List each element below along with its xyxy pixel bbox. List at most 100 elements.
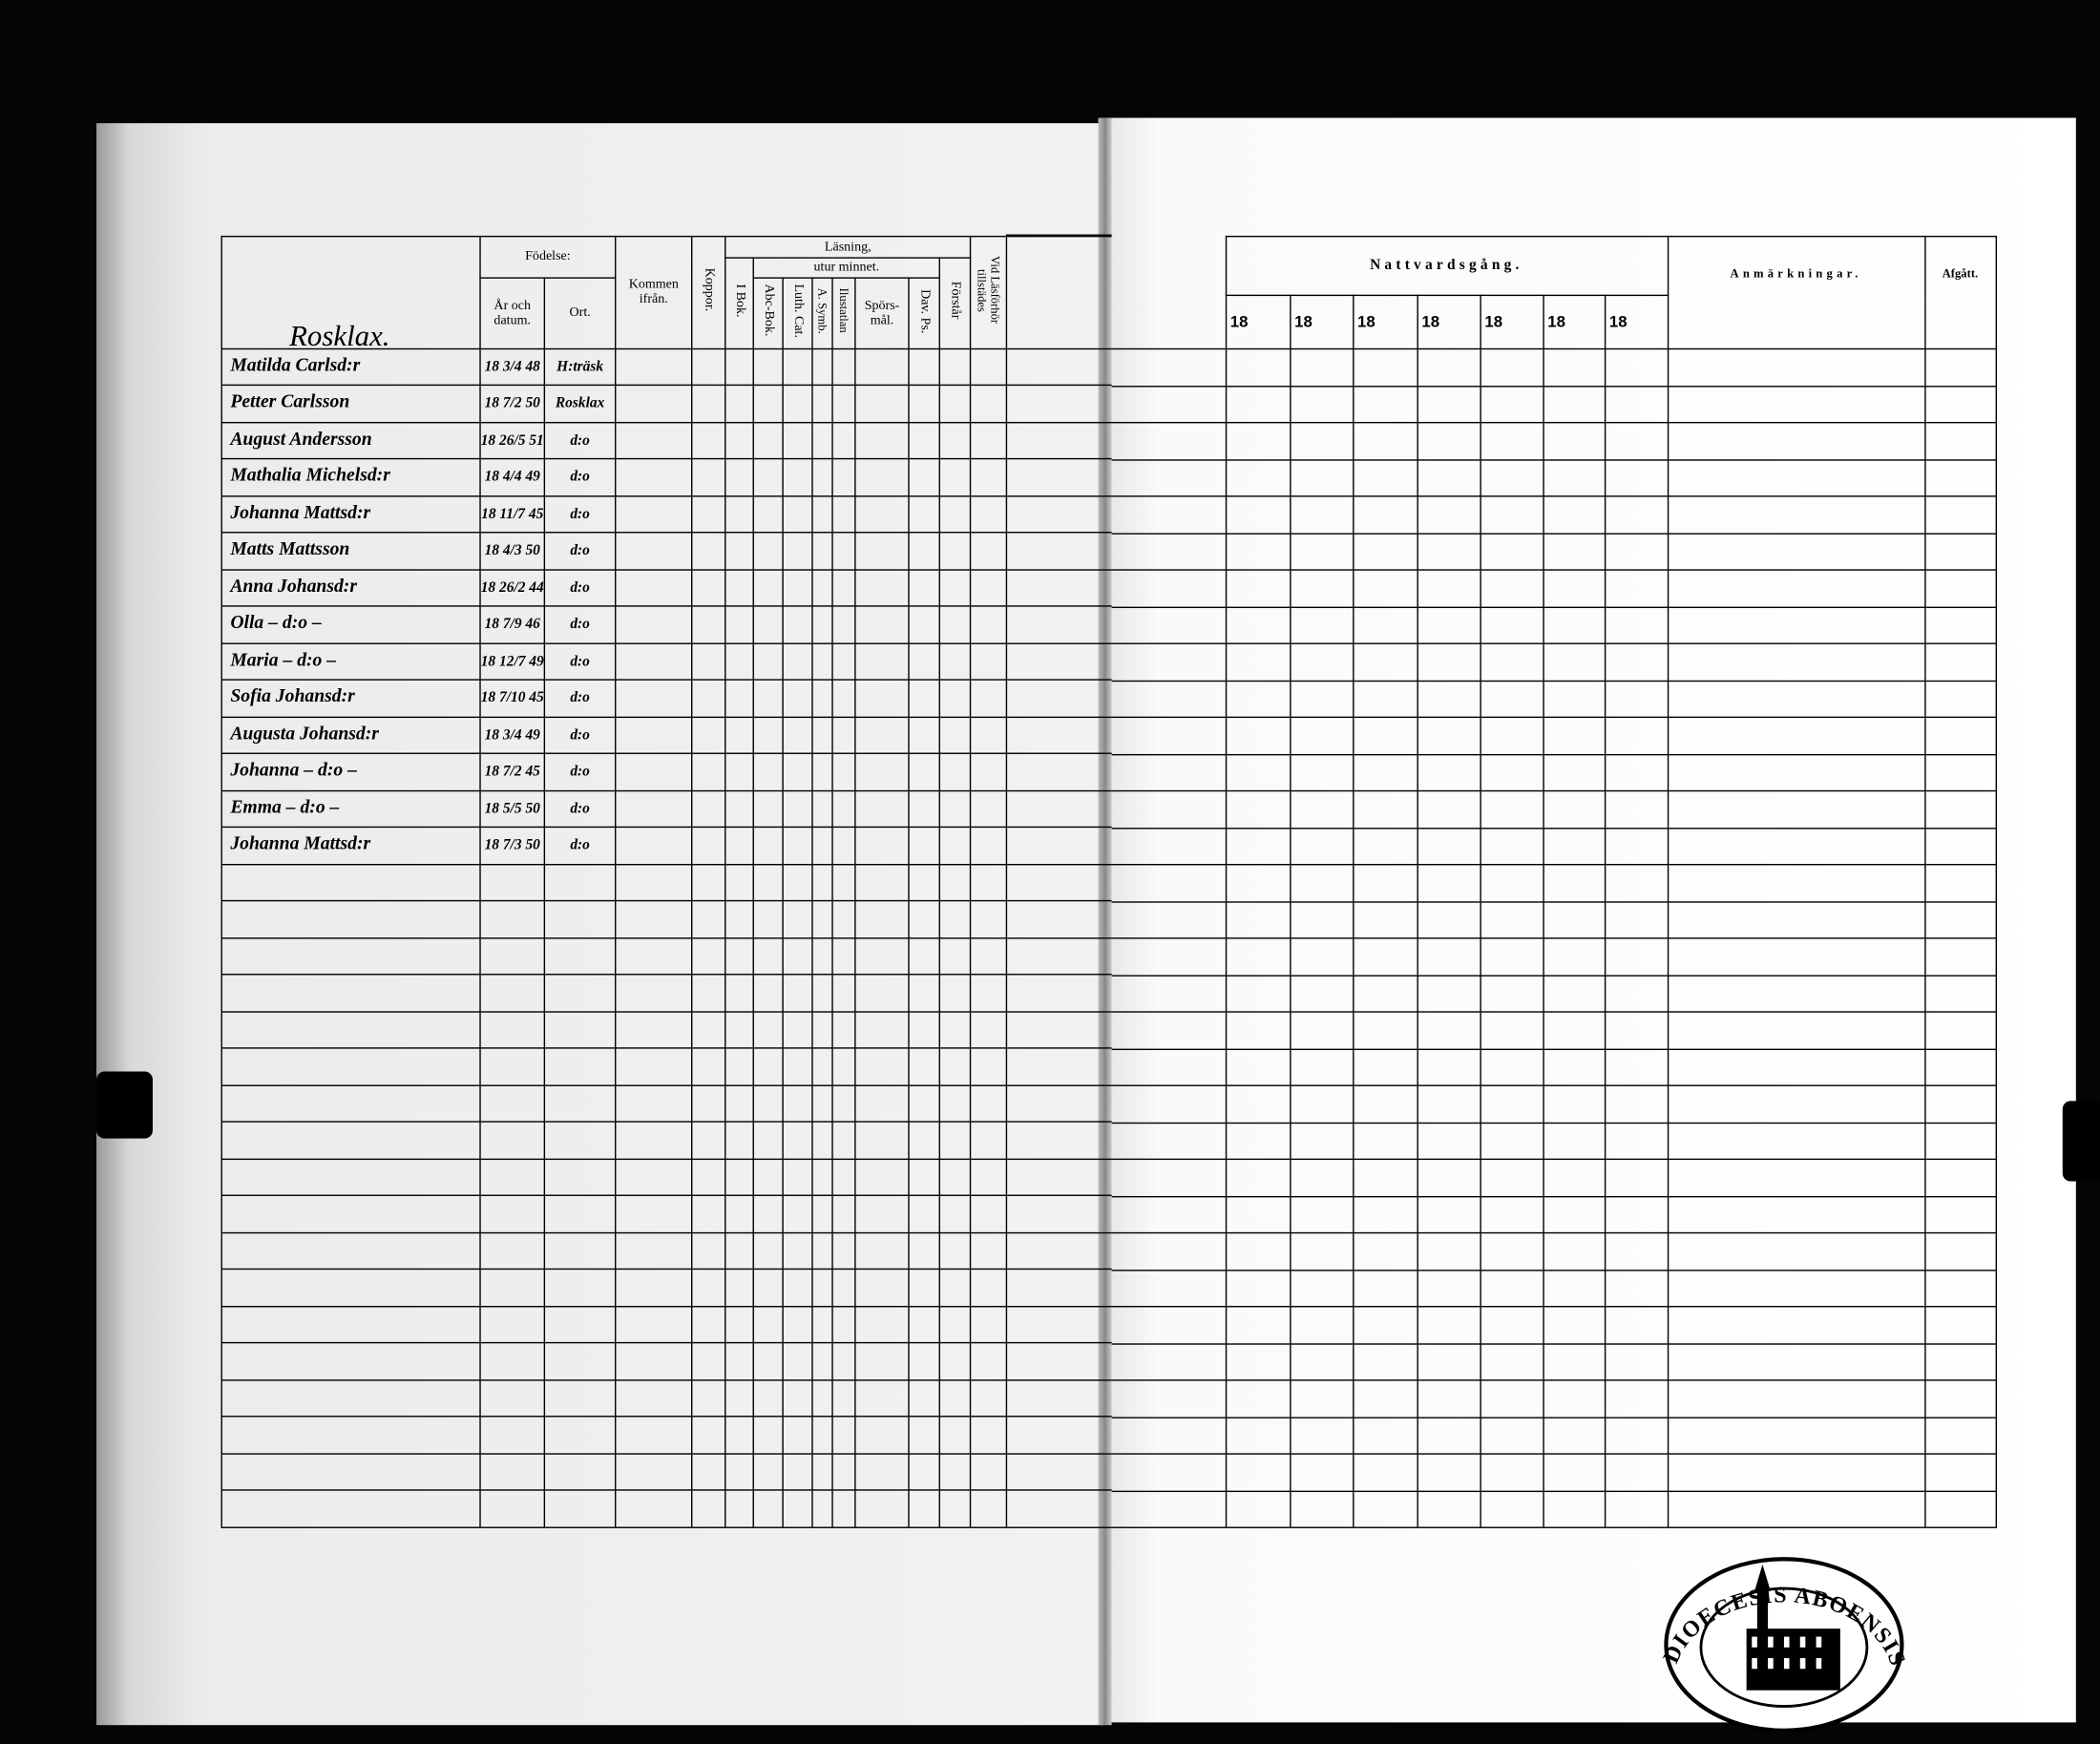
register-cell	[811, 1157, 833, 1196]
register-row: August Andersson 18 26/5 51 d:o	[220, 421, 1111, 460]
register-cell	[691, 1305, 726, 1344]
register-cell	[1225, 569, 1291, 608]
register-cell	[615, 679, 693, 718]
register-cell	[1542, 680, 1606, 719]
register-row	[220, 1157, 1111, 1196]
register-cell	[831, 347, 856, 387]
register-cell	[1006, 1231, 1111, 1271]
register-cell	[831, 974, 856, 1013]
register-cell	[1352, 1416, 1418, 1455]
register-cell	[782, 1341, 813, 1380]
person-name: Johanna Mattsd:r	[220, 826, 481, 865]
register-cell	[908, 641, 941, 681]
register-cell	[908, 1047, 941, 1086]
birth-date	[479, 1489, 546, 1528]
register-cell	[1289, 495, 1354, 535]
register-cell	[782, 863, 813, 902]
register-cell	[1225, 1231, 1291, 1271]
register-cell	[724, 1416, 755, 1455]
register-cell	[691, 641, 726, 681]
register-cell	[811, 1416, 833, 1455]
register-cell	[1111, 1269, 1227, 1308]
register-row: Matilda Carlsd:r 18 3/4 48 H:träsk	[220, 347, 1111, 387]
header-dav-ps: Dav. Ps.	[908, 276, 941, 349]
person-name	[220, 1305, 481, 1344]
person-name	[220, 1121, 481, 1160]
register-cell	[908, 1378, 941, 1418]
person-name	[220, 1341, 481, 1380]
register-cell	[908, 1489, 941, 1528]
register-cell	[1923, 605, 1997, 644]
register-cell	[782, 715, 813, 754]
register-cell	[724, 752, 755, 791]
register-cell	[1416, 1306, 1481, 1344]
header-illustration: Ilustatlan	[831, 276, 856, 349]
person-name: Augusta Johansd:r	[220, 715, 481, 754]
register-cell	[938, 1305, 972, 1344]
register-cell	[615, 1378, 693, 1418]
register-cell	[724, 1268, 755, 1307]
register-cell	[1352, 864, 1418, 902]
register-cell	[1542, 1195, 1606, 1234]
register-cell	[1111, 753, 1227, 792]
register-cell	[691, 384, 726, 423]
register-cell	[1604, 605, 1669, 644]
register-cell	[1479, 421, 1544, 460]
register-cell	[1479, 937, 1544, 977]
register-cell	[1006, 1121, 1111, 1160]
register-cell	[1416, 1158, 1481, 1197]
register-cell	[938, 863, 972, 902]
register-cell	[1289, 1306, 1354, 1344]
register-row: Matts Mattsson 18 4/3 50 d:o	[220, 532, 1111, 571]
header-reading: Läsning,	[724, 235, 972, 259]
register-cell	[938, 421, 972, 460]
register-cell	[1542, 1122, 1606, 1161]
register-cell	[908, 605, 941, 644]
birth-place: d:o	[543, 457, 617, 496]
register-cell	[938, 936, 972, 976]
register-cell	[811, 1010, 833, 1049]
register-cell	[1923, 347, 1997, 387]
register-cell	[782, 1452, 813, 1491]
register-cell	[1352, 1011, 1418, 1050]
register-cell	[811, 899, 833, 938]
register-cell	[969, 1047, 1008, 1086]
register-cell	[1225, 1195, 1291, 1234]
register-cell	[1006, 1305, 1111, 1344]
person-name: August Andersson	[220, 421, 481, 460]
register-row	[1111, 937, 1997, 977]
register-cell	[1416, 1122, 1481, 1161]
register-cell	[615, 347, 693, 387]
register-cell	[1225, 864, 1291, 902]
register-cell	[615, 605, 693, 644]
register-cell	[1416, 605, 1481, 644]
register-cell	[969, 789, 1008, 829]
register-row	[1111, 716, 1997, 755]
register-cell	[1923, 1047, 1997, 1086]
register-cell	[854, 605, 910, 644]
header-abc-bok: Abc-Bok.	[752, 276, 784, 349]
register-cell	[854, 532, 910, 571]
register-cell	[615, 1121, 693, 1160]
register-cell	[1289, 642, 1354, 682]
register-cell	[1479, 1453, 1544, 1492]
person-name	[220, 1157, 481, 1196]
register-cell	[1667, 1231, 1925, 1271]
register-row	[1111, 1011, 1997, 1050]
birth-date: 18 3/4 48	[479, 347, 546, 387]
register-cell	[1225, 753, 1291, 792]
register-cell	[1416, 1379, 1481, 1418]
register-cell	[938, 1452, 972, 1491]
register-cell	[752, 532, 784, 571]
register-cell	[854, 1305, 910, 1344]
register-cell	[1352, 605, 1418, 644]
birth-place	[543, 1231, 617, 1271]
register-cell	[1542, 1011, 1606, 1050]
register-cell	[1604, 642, 1669, 682]
register-cell	[938, 1047, 972, 1086]
register-cell	[1006, 1083, 1111, 1123]
person-name	[220, 1268, 481, 1307]
communion-year-header: 18	[1352, 294, 1418, 350]
register-cell	[691, 1452, 726, 1491]
person-name	[220, 1378, 481, 1418]
